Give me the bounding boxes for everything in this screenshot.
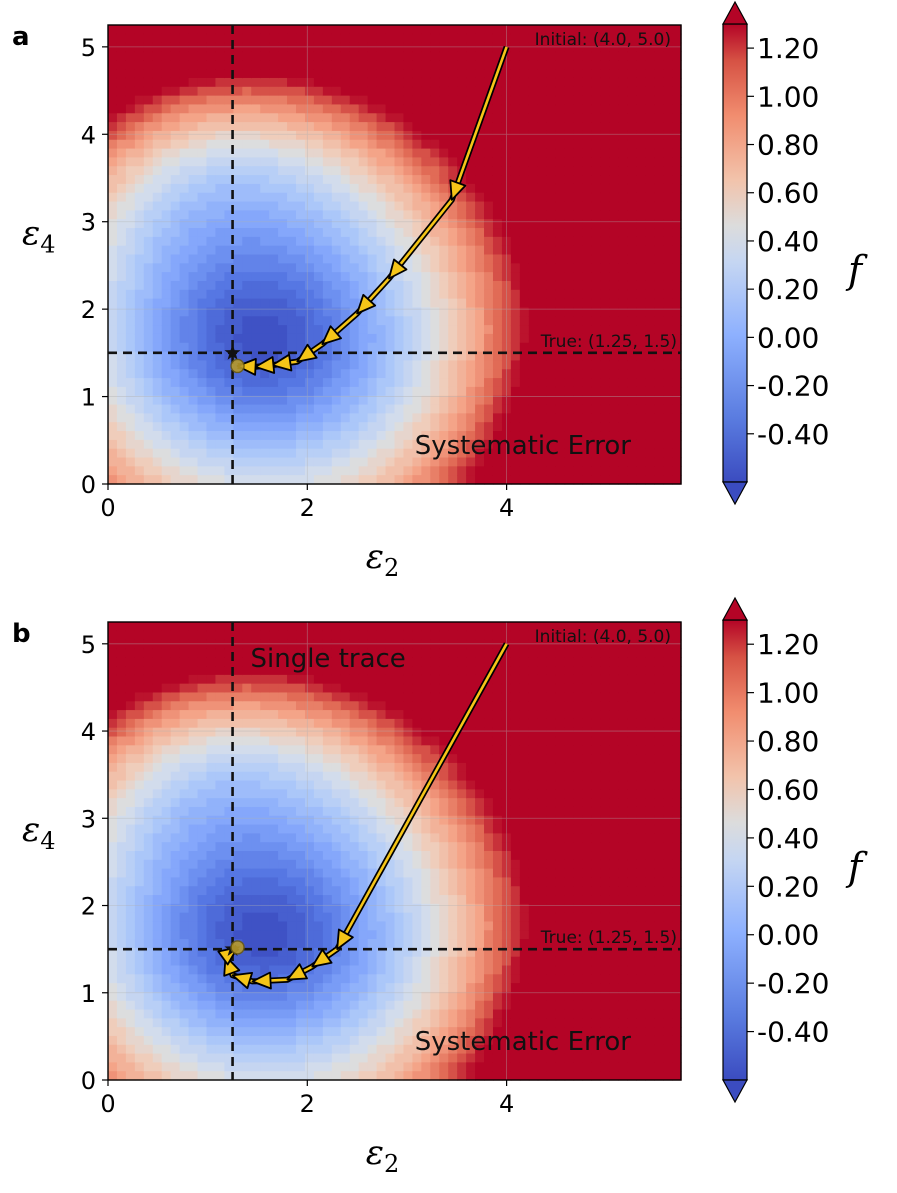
trajectory-arrowhead (449, 179, 467, 201)
plot-frame (107, 621, 682, 1081)
x-tick-label: 4 (499, 494, 514, 522)
systematic-error-label: Systematic Error (415, 431, 632, 461)
colorbar-label: f (845, 248, 868, 292)
trajectory-arrowhead (236, 357, 257, 376)
x-tick-label: 2 (300, 494, 315, 522)
y-tick-label: 0 (81, 1067, 96, 1095)
y-tick-label: 2 (81, 296, 96, 324)
colorbar-tick-label: 0.00 (757, 919, 819, 952)
colorbar-tick-label: 0.40 (757, 822, 819, 855)
colorbar-extend-bottom (721, 1079, 749, 1104)
x-axis-subscript: 2 (384, 554, 399, 582)
colorbar-tick-label: 0.60 (757, 773, 819, 806)
colorbar: 1.20 1.00 0.80 0.60 0.40 0.20 0.00 -0.20 -0.40 f (721, 0, 868, 506)
y-axis-label: ε4 (22, 214, 56, 259)
y-axis-label: ε4 (22, 810, 56, 855)
y-tick-label: 1 (81, 980, 96, 1008)
y-axis-subscript: 4 (40, 827, 55, 855)
end-point-marker (230, 940, 245, 955)
grid (108, 25, 681, 484)
colorbar-body (722, 619, 748, 1081)
colorbar: 1.20 1.00 0.80 0.60 0.40 0.20 0.00 -0.20 -0.40 f (721, 596, 868, 1104)
y-tick-label: 2 (81, 893, 96, 921)
trajectory-arrowhead (336, 928, 354, 950)
y-tick-label: 1 (81, 384, 96, 412)
colorbar-tick-label: 1.20 (757, 628, 819, 661)
x-tick-label: 2 (300, 1090, 315, 1118)
trajectory-arrowhead (271, 353, 293, 372)
contour-field (108, 622, 682, 1081)
y-axis-symbol: ε (22, 214, 40, 254)
grid (108, 622, 681, 1080)
x-tick-label: 4 (499, 1090, 514, 1118)
trajectory-arrowhead (251, 971, 272, 990)
plot-frame (107, 24, 682, 485)
y-tick-label: 4 (81, 718, 96, 746)
colorbar-extend-top (721, 596, 749, 621)
trajectory-arrowhead (254, 356, 276, 374)
colorbar-tick-label: 1.00 (757, 80, 819, 113)
x-axis-symbol: ε (366, 1133, 384, 1173)
colorbar-label: f (845, 845, 868, 889)
colorbar-tick-label: 0.20 (757, 870, 819, 903)
colorbar-extend-top (721, 0, 749, 25)
colorbar-tick-label: 0.00 (757, 321, 819, 354)
trajectory-arrowhead (296, 343, 318, 363)
trajectory-arrowhead (231, 972, 254, 990)
single-trace-label: Single trace (251, 644, 406, 674)
end-point-marker (230, 358, 245, 374)
colorbar-tick-label: 1.00 (757, 677, 819, 710)
x-axis-subscript: 2 (384, 1150, 399, 1178)
colorbar-tick-label: 0.40 (757, 225, 819, 258)
y-tick-label: 3 (81, 209, 96, 237)
true-point-label: True: (1.25, 1.5) (540, 332, 677, 352)
contour-field (108, 25, 682, 485)
trajectory-arrowhead (286, 963, 308, 981)
x-tick-label: 0 (100, 1090, 115, 1118)
x-axis-label: ε2 (366, 537, 400, 582)
panel-letter: b (12, 619, 31, 649)
y-tick-label: 5 (81, 631, 96, 659)
trajectory-arrowhead (356, 293, 377, 315)
y-tick-label: 3 (81, 805, 96, 833)
colorbar-tick-label: 0.60 (757, 177, 819, 210)
colorbar-body (722, 23, 748, 483)
y-tick-label: 5 (81, 34, 96, 62)
x-axis-symbol: ε (366, 537, 384, 577)
systematic-error-label: Systematic Error (415, 1027, 632, 1057)
colorbar-tick-label: -0.20 (757, 967, 829, 1000)
colorbar-tick-label: -0.40 (757, 1016, 829, 1049)
y-tick-label: 0 (81, 471, 96, 499)
colorbar-tick-label: 1.20 (757, 32, 819, 65)
y-axis-subscript: 4 (40, 231, 55, 259)
colorbar-tick-label: -0.20 (757, 370, 829, 403)
x-tick-label: 0 (100, 494, 115, 522)
initial-point-label: Initial: (4.0, 5.0) (535, 627, 671, 647)
y-axis-symbol: ε (22, 810, 40, 850)
true-point-label: True: (1.25, 1.5) (540, 928, 677, 948)
colorbar-tick-label: 0.20 (757, 273, 819, 306)
colorbar-tick-label: 0.80 (757, 725, 819, 758)
y-tick-label: 4 (81, 121, 96, 149)
colorbar-extend-bottom (721, 481, 749, 506)
trajectory-arrowhead (388, 258, 408, 280)
colorbar-tick-label: 0.80 (757, 129, 819, 162)
x-axis-label: ε2 (366, 1133, 400, 1178)
true-point-star (224, 344, 241, 360)
trajectory-arrowhead (311, 948, 333, 968)
panel-letter: a (12, 22, 30, 52)
initial-point-label: Initial: (4.0, 5.0) (535, 30, 671, 50)
trajectory-arrowhead (321, 325, 343, 346)
colorbar-tick-label: -0.40 (757, 418, 829, 451)
